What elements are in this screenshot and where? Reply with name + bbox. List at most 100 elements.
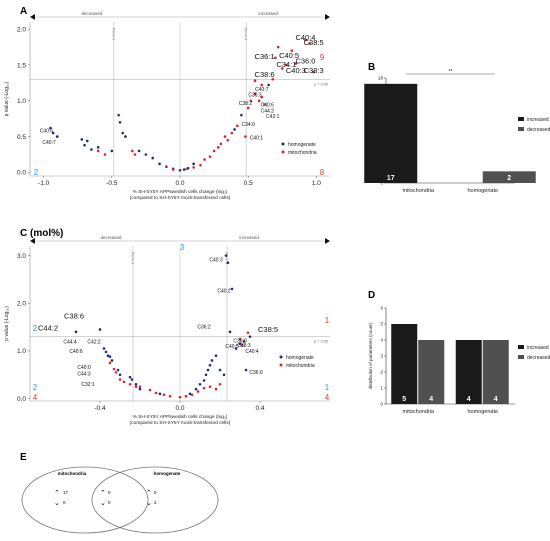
data-point-mitochondria <box>246 106 250 110</box>
corner-count: 1 <box>325 316 330 325</box>
data-point-mitochondria <box>294 62 298 65</box>
point-annotation: C36:1 <box>255 52 275 61</box>
point-annotation: C40:4 <box>245 349 259 355</box>
data-point-homogenate <box>240 113 243 117</box>
data-point-mitochondria <box>271 78 275 81</box>
corner-count: 2 <box>33 324 38 333</box>
data-point-mitochondria <box>138 385 142 388</box>
bar-decreased <box>418 340 445 404</box>
panel-letter-a: A <box>20 6 27 17</box>
point-annotation: C40:7 <box>255 87 269 93</box>
data-point-homogenate <box>118 373 122 377</box>
data-point-mitochondria <box>112 367 116 371</box>
bar-increased <box>391 324 418 404</box>
data-point-mitochondria <box>122 380 126 384</box>
y-tick-label: 3 <box>380 354 383 359</box>
venn-count-left-down: 0 <box>63 500 66 505</box>
legend-marker-mitochondria <box>281 150 285 154</box>
data-point-homogenate <box>98 328 102 331</box>
data-point-mitochondria <box>214 387 218 391</box>
data-point-mitochondria <box>154 391 158 395</box>
fold-change-label: FC=1.4 <box>131 252 135 264</box>
point-annotation: C40:0 <box>77 365 91 371</box>
y-tick-label: 2.0 <box>17 301 26 308</box>
venn-up-arrow-left: ⌃ <box>54 489 60 497</box>
legend-swatch-decreased <box>518 127 524 131</box>
x-tick-label: 1.0 <box>312 180 321 187</box>
data-point-mitochondria <box>285 63 288 67</box>
data-point-homogenate <box>108 355 112 358</box>
data-point-mitochondria <box>162 393 166 397</box>
legend-label-homogenate: homogenate <box>288 142 316 148</box>
corner-count: 3 <box>180 243 185 252</box>
corner-count: 9 <box>320 53 325 62</box>
data-point-mitochondria <box>202 386 206 390</box>
data-point-mitochondria <box>246 331 250 335</box>
data-point-homogenate <box>188 392 192 396</box>
arrow-left-icon <box>30 238 35 244</box>
point-annotation: C32:1 <box>81 382 95 388</box>
y-axis-label: p value (-Log₁₀) <box>4 81 10 116</box>
significance-label: ** <box>449 69 453 75</box>
bar-increased <box>364 83 418 183</box>
y-tick-label: 0.0 <box>17 396 26 403</box>
point-annotation: C40:7 <box>42 140 56 146</box>
data-point-mitochondria <box>184 394 188 398</box>
data-point-mitochondria <box>249 99 253 103</box>
venn-count-left-up: 17 <box>63 490 69 495</box>
data-point-homogenate <box>102 347 106 350</box>
bar-decreased <box>482 340 509 404</box>
point-annotation: C38:2 <box>239 101 253 107</box>
point-annotation: C42:2 <box>87 339 101 345</box>
legend-label-homogenate: homogenate <box>286 355 314 361</box>
data-point-mitochondria <box>280 67 284 70</box>
data-point-homogenate <box>90 148 93 151</box>
data-point-homogenate <box>248 335 252 338</box>
corner-count: 1 <box>325 383 330 392</box>
data-point-mitochondria <box>276 45 280 49</box>
data-point-homogenate <box>83 143 86 147</box>
data-point-mitochondria <box>103 153 107 156</box>
direction-label-decreased: decreased <box>100 235 122 240</box>
data-point-homogenate <box>55 135 59 138</box>
y-tick-label: 2.0 <box>17 26 26 33</box>
data-point-homogenate <box>178 168 182 172</box>
point-annotation: C40:6 <box>40 128 54 134</box>
venn-title-mitochondria: mitochondria <box>58 471 87 476</box>
y-tick-label: 1.0 <box>17 98 26 105</box>
bar-value-label: 17 <box>387 175 395 182</box>
data-point-mitochondria <box>274 56 277 60</box>
data-point-mitochondria <box>244 135 247 138</box>
data-point-homogenate <box>106 354 110 357</box>
venn-title-homogenate: homogenate <box>154 471 181 476</box>
venn-circle-mitochondria <box>21 466 149 534</box>
point-annotation: C38:6 <box>255 70 275 79</box>
data-point-homogenate <box>194 387 198 391</box>
data-point-mitochondria <box>199 163 202 167</box>
point-annotation: C36:3 <box>248 92 262 98</box>
panel-a-volcano-plot: decreased increased FC=1.4 FC=1.4 p = 0.05 -1… <box>4 11 330 201</box>
point-annotation: C36:0 <box>233 338 247 344</box>
fold-change-label: FC=1.4 <box>111 28 115 40</box>
data-point-mitochondria <box>263 103 266 106</box>
data-point-homogenate <box>96 146 100 149</box>
point-annotation: C40:3 <box>209 257 223 263</box>
data-point-mitochondria <box>312 70 315 74</box>
data-point-homogenate <box>210 359 214 362</box>
data-point-mitochondria <box>134 385 138 388</box>
data-point-homogenate <box>222 373 226 377</box>
data-point-homogenate <box>80 138 84 141</box>
data-point-mitochondria <box>226 138 230 142</box>
data-point-mitochondria <box>196 390 200 393</box>
data-point-homogenate <box>202 379 206 382</box>
point-annotation: C44:2 <box>38 323 58 332</box>
point-annotation: C44:3 <box>77 372 91 378</box>
data-point-homogenate <box>134 383 138 386</box>
legend-label-mitochondria: mitochondria <box>286 363 315 369</box>
data-point-homogenate <box>182 168 186 171</box>
point-annotation: C40:2 <box>217 289 231 295</box>
data-point-homogenate <box>137 149 141 153</box>
x-tick-label: 0.0 <box>175 405 184 412</box>
